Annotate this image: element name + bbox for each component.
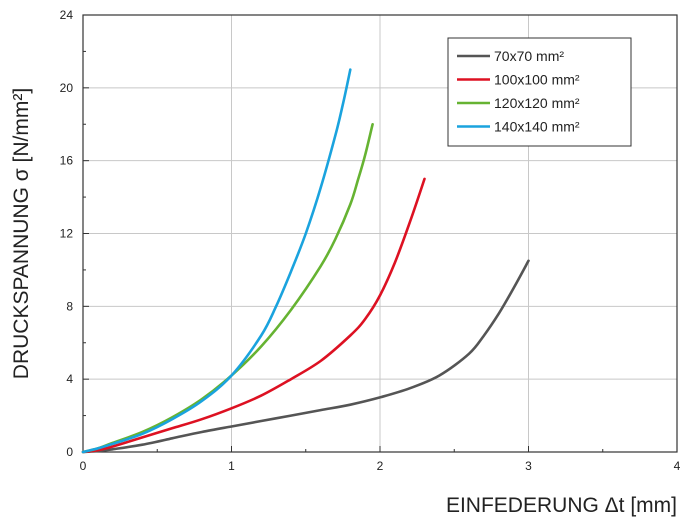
y-tick-label: 20 bbox=[60, 81, 74, 95]
series-line-0 bbox=[81, 259, 530, 454]
x-tick-label: 2 bbox=[377, 459, 384, 473]
series-line-2 bbox=[81, 123, 374, 454]
x-tick-label: 4 bbox=[674, 459, 681, 473]
series-line-3 bbox=[81, 68, 352, 454]
series-lines bbox=[81, 68, 530, 454]
x-axis-title: EINFEDERUNG Δt [mm] bbox=[446, 494, 677, 517]
y-tick-label: 12 bbox=[60, 227, 74, 241]
legend-label-2: 120x120 mm² bbox=[494, 95, 580, 111]
x-tick-label: 0 bbox=[80, 459, 87, 473]
legend: 70x70 mm² 100x100 mm² 120x120 mm² 140x140 m… bbox=[447, 37, 632, 147]
y-tick-label: 4 bbox=[66, 372, 73, 386]
series-line-1 bbox=[81, 177, 426, 454]
y-tick-label: 16 bbox=[60, 154, 74, 168]
legend-label-0: 70x70 mm² bbox=[494, 48, 564, 64]
y-tick-label: 24 bbox=[60, 8, 74, 22]
legend-label-3: 140x140 mm² bbox=[494, 119, 580, 135]
legend-label-1: 100x100 mm² bbox=[494, 72, 580, 88]
y-axis-title: DRUCKSPANNUNG σ [N/mm²] bbox=[10, 88, 33, 379]
y-tick-label: 0 bbox=[66, 445, 73, 459]
x-tick-label: 3 bbox=[525, 459, 532, 473]
y-tick-label: 8 bbox=[66, 299, 73, 313]
x-tick-label: 1 bbox=[228, 459, 235, 473]
